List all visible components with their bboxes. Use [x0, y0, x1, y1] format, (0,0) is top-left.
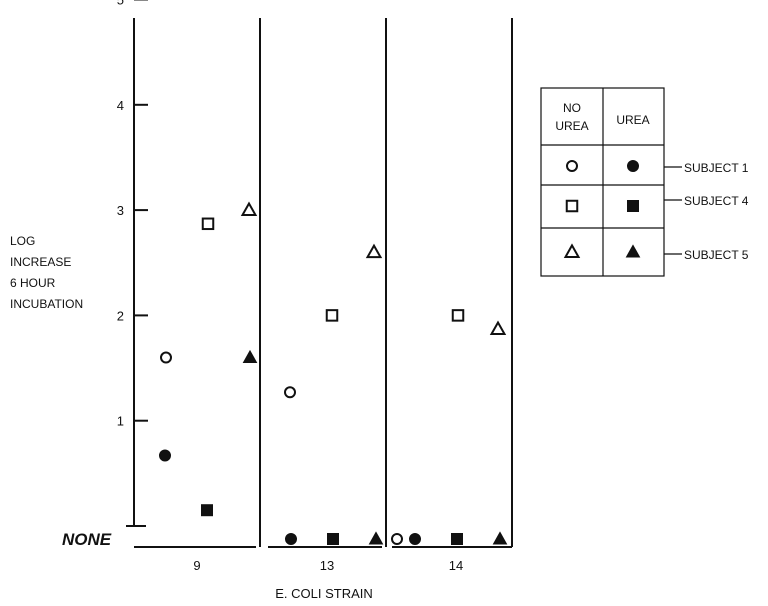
legend-label-subject-5: SUBJECT 5 [684, 248, 749, 262]
legend: NO UREA UREA SUBJECT 1 SUBJECT 4 SUBJECT… [540, 87, 749, 277]
point-strain-9-filled-circle [159, 449, 171, 462]
point-strain-9-open-circle [160, 351, 172, 364]
x-axis-label: E. COLI STRAIN [275, 586, 373, 601]
y-label-line-2: INCREASE [10, 255, 71, 269]
legend-open-triangle-icon [563, 243, 581, 258]
legend-markers [563, 160, 641, 258]
x-tick-13: 13 [320, 558, 334, 573]
legend-open-square-icon [565, 199, 579, 213]
point-none-strain-14-filled-square [451, 533, 463, 545]
legend-open-circle-icon [566, 160, 578, 172]
y-label-line-3: 6 HOUR [10, 276, 56, 290]
point-none-strain-14-filled-circle [409, 533, 421, 545]
point-strain-14-open-square [451, 309, 465, 322]
legend-filled-triangle-icon [625, 244, 641, 258]
point-none-strain-13-filled-circle [285, 533, 297, 545]
point-none-strain-13-filled-triangle [368, 531, 384, 545]
y-label-line-1: LOG [10, 234, 35, 248]
y-ticks: 1 2 3 4 5 [117, 0, 148, 429]
point-strain-9-open-triangle [240, 201, 258, 217]
y-axis [126, 18, 146, 527]
point-strain-14-open-triangle [489, 320, 507, 336]
legend-filled-circle-icon [627, 160, 639, 172]
legend-label-subject-1: SUBJECT 1 [684, 161, 749, 175]
point-none-strain-14-filled-triangle [492, 531, 508, 545]
y-label-line-4: INCUBATION [10, 297, 83, 311]
point-strain-13-open-triangle [365, 243, 383, 259]
x-tick-14: 14 [449, 558, 463, 573]
y-tick-label-2: 2 [117, 308, 124, 323]
legend-header-urea: UREA [616, 113, 649, 127]
y-tick-label-4: 4 [117, 98, 124, 113]
point-strain-13-open-square [325, 309, 339, 322]
panel-frame [134, 18, 513, 548]
point-strain-13-open-circle [284, 386, 296, 399]
data-points [159, 201, 508, 545]
point-strain-9-filled-triangle [242, 349, 258, 363]
legend-header-no-urea-line-2: UREA [555, 119, 588, 133]
y-tick-label-1: 1 [117, 414, 124, 429]
point-strain-9-filled-square [201, 504, 213, 517]
legend-filled-square-icon [627, 200, 639, 212]
point-none-strain-14-open-circle [391, 533, 403, 545]
point-none-strain-13-filled-square [327, 533, 339, 545]
legend-header-no-urea-line-1: NO [563, 101, 581, 115]
legend-label-subject-4: SUBJECT 4 [684, 194, 749, 208]
none-label: NONE [62, 530, 112, 549]
y-tick-label-3: 3 [117, 203, 124, 218]
x-tick-9: 9 [193, 558, 200, 573]
y-axis-label: LOG INCREASE 6 HOUR INCUBATION [10, 234, 83, 311]
y-tick-label-5: 5 [117, 0, 124, 8]
point-strain-9-open-square [201, 217, 215, 231]
